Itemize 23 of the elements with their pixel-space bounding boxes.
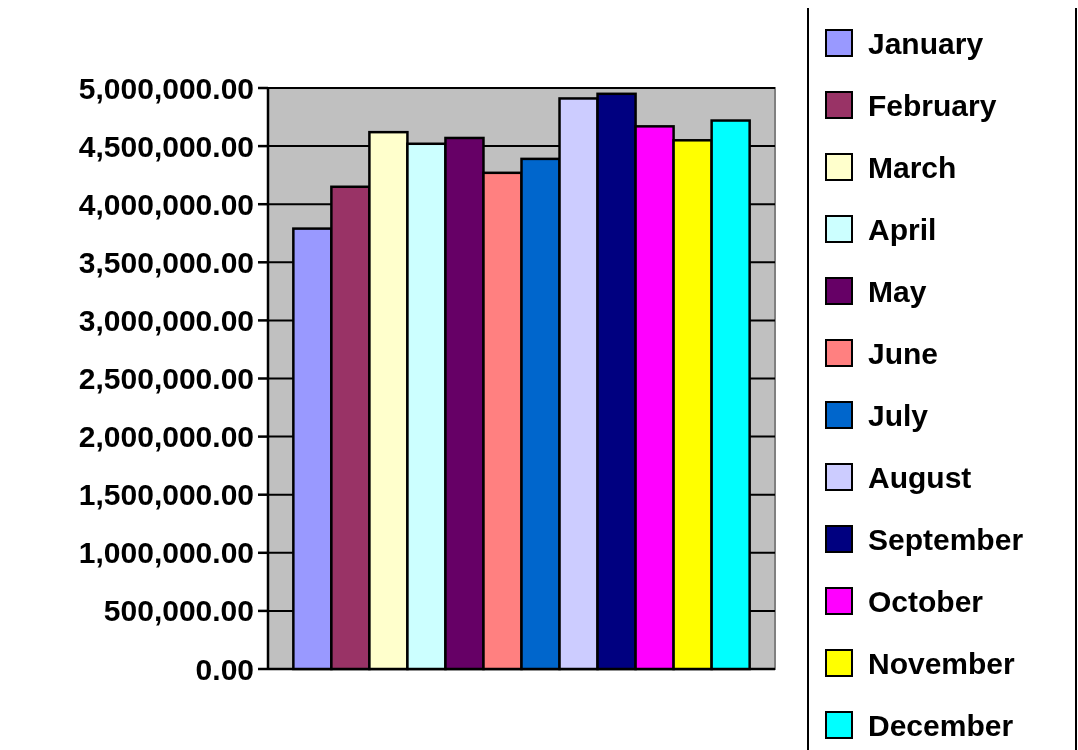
legend-label: March xyxy=(868,150,957,184)
legend-label: February xyxy=(868,88,997,122)
y-tick-label: 4,500,000.00 xyxy=(78,129,254,163)
y-tick-label: 3,500,000.00 xyxy=(78,245,254,279)
legend-label: June xyxy=(868,336,939,370)
y-tick-label: 5,000,000.00 xyxy=(78,71,254,105)
y-tick-label: 2,000,000.00 xyxy=(78,420,254,454)
legend-label: April xyxy=(868,212,937,246)
legend-label: January xyxy=(868,26,984,60)
y-tick-label: 1,000,000.00 xyxy=(78,536,254,570)
legend-label: August xyxy=(868,460,972,494)
y-tick-label: 4,000,000.00 xyxy=(78,187,254,221)
y-tick-label: 2,500,000.00 xyxy=(78,362,254,395)
legend-label: September xyxy=(868,522,1024,556)
legend-label: December xyxy=(868,708,1014,742)
legend-label: July xyxy=(868,398,929,432)
y-tick-label: 3,000,000.00 xyxy=(78,303,254,337)
y-tick-label: 0.00 xyxy=(195,652,254,686)
legend-label: May xyxy=(868,274,927,308)
y-tick-label: 500,000.00 xyxy=(103,594,254,628)
y-tick-label: 1,500,000.00 xyxy=(78,478,254,512)
legend-label: November xyxy=(868,646,1016,680)
legend-label: October xyxy=(868,584,984,618)
